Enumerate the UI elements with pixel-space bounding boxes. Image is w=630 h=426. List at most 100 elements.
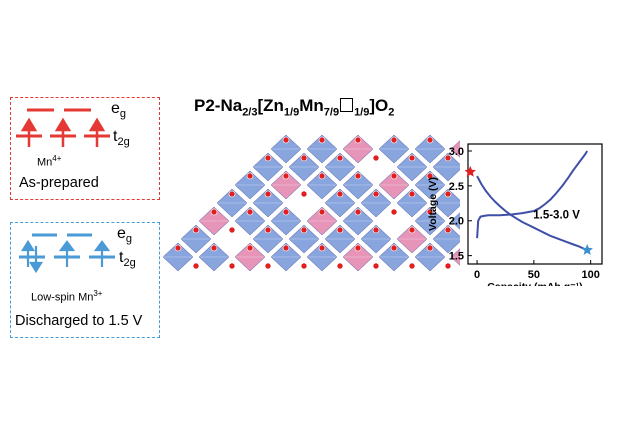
mn-octahedron	[270, 206, 302, 236]
zn-octahedron	[198, 206, 230, 236]
spin-up-arrow-head	[88, 117, 106, 132]
mn-octahedron	[306, 134, 338, 164]
mn-octahedron	[450, 212, 460, 230]
oxygen-atom	[300, 154, 308, 162]
plot-frame	[467, 143, 603, 265]
oxygen-atom	[390, 136, 398, 144]
spin-up-arrow-head	[54, 117, 72, 132]
oxygen-atom	[336, 154, 344, 162]
oxygen-atom	[300, 190, 308, 198]
start-star-icon	[464, 165, 476, 177]
mn-octahedron	[162, 242, 194, 272]
oxygen-atom	[282, 208, 290, 216]
oxygen-atom	[336, 190, 344, 198]
oxygen-atom	[426, 244, 434, 252]
ion-label-mn4: Mn4+	[37, 154, 62, 169]
oxygen-atom	[246, 244, 254, 252]
eg-label: eg	[111, 100, 127, 121]
mn-octahedron	[414, 242, 446, 272]
zn-octahedron	[306, 206, 338, 236]
vacancy-square-icon	[340, 98, 354, 112]
x-tick-label: 0	[474, 269, 480, 281]
mn-octahedron	[198, 242, 230, 272]
oxygen-atom	[408, 190, 416, 198]
oxygen-atom	[210, 244, 218, 252]
t2g-label: t2g	[119, 249, 136, 270]
oxygen-atom	[318, 136, 326, 144]
oxygen-atom	[354, 244, 362, 252]
oxygen-atom	[408, 262, 416, 270]
series-line-discharge	[476, 175, 588, 252]
oxygen-atom	[408, 226, 416, 234]
mn-octahedron	[414, 134, 446, 164]
mn-octahedron	[378, 134, 410, 164]
oxygen-atom	[426, 172, 434, 180]
spin-up-arrow-head	[58, 240, 76, 252]
oxygen-atom	[264, 226, 272, 234]
oxygen-atom	[354, 208, 362, 216]
t2g-label: t2g	[113, 128, 130, 149]
oxygen-atom	[354, 136, 362, 144]
y-tick-label: 2.0	[449, 216, 464, 228]
oxygen-atom	[318, 244, 326, 252]
oxygen-atom	[444, 190, 452, 198]
oxygen-atom	[444, 262, 452, 270]
oxygen-atom	[246, 208, 254, 216]
mn-octahedron	[414, 170, 446, 200]
oxygen-atom	[228, 226, 236, 234]
oxygen-atom	[228, 262, 236, 270]
mn4-orbital-diagram	[16, 108, 110, 147]
y-tick-label: 1.5	[449, 251, 464, 263]
y-tick-label: 2.5	[449, 181, 464, 193]
spin-down-arrow-head	[29, 261, 43, 274]
mn-octahedron	[378, 242, 410, 272]
zn-octahedron	[450, 248, 460, 266]
mn-octahedron	[216, 188, 248, 218]
zn-octahedron	[234, 242, 266, 272]
oxygen-atom	[336, 262, 344, 270]
formula-title: P2-Na2/3[Zn1/9Mn7/9 1/9]O2	[194, 96, 395, 119]
oxygen-atom	[372, 190, 380, 198]
mn-octahedron	[306, 170, 338, 200]
oxygen-atom	[390, 208, 398, 216]
mn-octahedron	[360, 224, 392, 254]
x-axis-label: Capacity (mAh g⁻¹)	[487, 281, 582, 286]
zn-octahedron	[270, 170, 302, 200]
oxygen-atom	[282, 136, 290, 144]
zn-octahedron	[396, 224, 428, 254]
voltage-capacity-chart: 0 50 100 1.5 2.0 2.5 3.0 Capacity (mAh g⁻¹) Volt…	[427, 143, 603, 286]
oxygen-atom	[192, 226, 200, 234]
mn-octahedron	[414, 206, 446, 236]
y-tick-label: 3.0	[449, 146, 464, 158]
oxygen-atom	[318, 208, 326, 216]
mn-octahedron	[324, 152, 356, 182]
oxygen-atom	[390, 244, 398, 252]
oxygen-atom	[264, 190, 272, 198]
oxygen-atom	[228, 190, 236, 198]
mn-octahedron	[432, 152, 460, 182]
mn-octahedron	[252, 188, 284, 218]
mn-octahedron	[270, 134, 302, 164]
zn-octahedron	[450, 140, 460, 158]
zn-octahedron	[342, 134, 374, 164]
oxygen-atom	[372, 154, 380, 162]
mn3-panel: eg t2g Low-spin Mn3+ Discharged to 1.5 V	[10, 222, 160, 338]
oxygen-atom	[372, 262, 380, 270]
oxygen-atom	[426, 136, 434, 144]
mn-octahedron	[324, 224, 356, 254]
oxygen-atom	[354, 172, 362, 180]
mn-octahedron	[270, 242, 302, 272]
mn-octahedron	[324, 188, 356, 218]
mn4-panel: eg t2g Mn4+ As-prepared	[10, 97, 160, 200]
oxygen-atom	[390, 172, 398, 180]
ion-label-mn3: Low-spin Mn3+	[31, 289, 103, 304]
mn-octahedron	[288, 224, 320, 254]
oxygen-atom	[264, 262, 272, 270]
mn-octahedron	[432, 188, 460, 218]
zn-octahedron	[342, 242, 374, 272]
x-tick-label: 50	[528, 269, 540, 281]
crystal-structure	[162, 134, 460, 272]
oxygen-atom	[264, 154, 272, 162]
zn-octahedron	[378, 170, 410, 200]
mn-octahedron	[306, 242, 338, 272]
